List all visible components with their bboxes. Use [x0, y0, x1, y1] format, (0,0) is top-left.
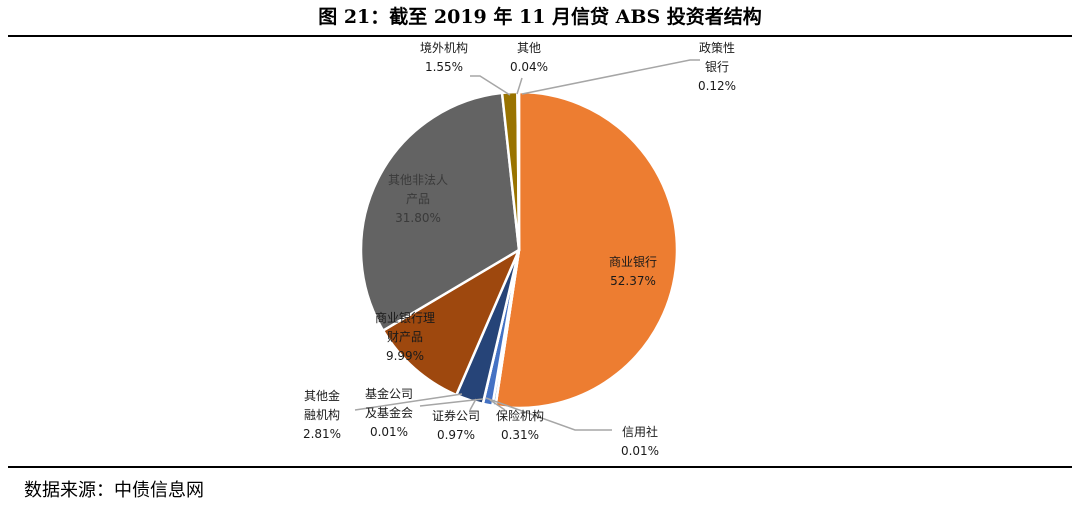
slice-label-10: 政策性银行 0.12%: [698, 41, 736, 93]
slice-label-7: 其他非法人产品 31.80%: [388, 173, 448, 225]
slice-label-9: 其他 0.04%: [510, 41, 548, 74]
leader-line-10: [521, 59, 700, 95]
slice-labels: 商业银行 52.37% 信用社 0.01% 保险机构 0.31% 证券公司 0.97% 基金公司…: [303, 40, 736, 458]
pie-chart: 商业银行 52.37% 信用社 0.01% 保险机构 0.31% 证券公司 0.97% 基金公司…: [303, 40, 736, 458]
leader-line-5: [354, 393, 463, 411]
top-rule: [8, 35, 1072, 37]
leader-line-3: [469, 398, 477, 411]
slice-label-2: 保险机构 0.31%: [496, 408, 544, 442]
pie-slice-10: [516, 90, 521, 252]
leader-line-4: [419, 398, 484, 407]
slice-label-0: 商业银行 52.37%: [609, 254, 657, 288]
leader-lines: [354, 59, 700, 431]
leader-line-1: [485, 397, 612, 431]
figure-title: 图 21：截至 2019 年 11 月信贷 ABS 投资者结构: [318, 6, 762, 28]
source-note: 数据来源：中债信息网: [24, 480, 204, 501]
leader-line-8: [470, 75, 511, 96]
slice-label-5: 其他金融机构 2.81%: [303, 388, 341, 441]
leader-line-9: [516, 77, 523, 95]
slice-label-8: 境外机构 1.55%: [420, 40, 468, 74]
bottom-rule: [8, 466, 1072, 468]
slice-label-1: 信用社 0.01%: [621, 424, 659, 458]
pie-slice-7: [359, 91, 521, 332]
leader-line-2: [489, 399, 506, 411]
pie-slice-0: [494, 90, 679, 410]
slice-label-4: 基金公司及基金会 0.01%: [365, 386, 413, 439]
slice-label-6: 商业银行理财产品 9.99%: [375, 310, 435, 363]
pie-slice-6: [381, 248, 521, 397]
slice-label-3: 证券公司 0.97%: [432, 408, 480, 442]
